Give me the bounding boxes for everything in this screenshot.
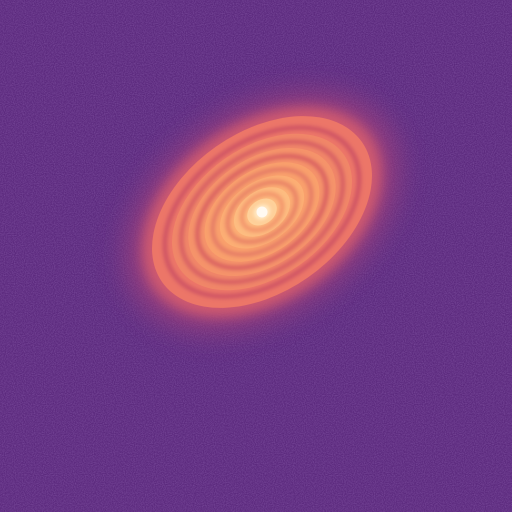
- protoplanetary-disk: [126, 93, 398, 331]
- disk-gap-6: [240, 192, 284, 232]
- central-star: [256, 206, 268, 218]
- disk-gap-4: [211, 167, 313, 257]
- disk-gap-2: [179, 140, 345, 284]
- disk-gap-1: [162, 125, 362, 299]
- disk-gap-5: [225, 180, 299, 244]
